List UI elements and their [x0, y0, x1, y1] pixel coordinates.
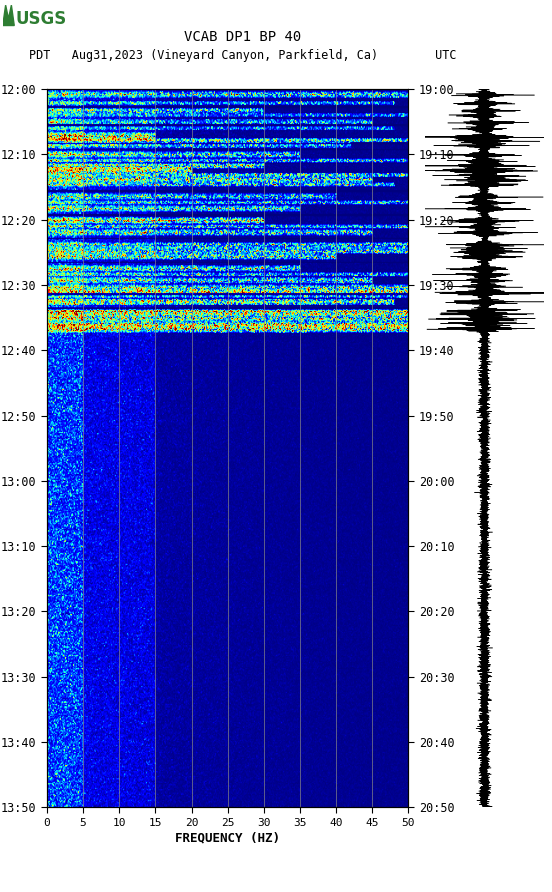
Text: PDT   Aug31,2023 (Vineyard Canyon, Parkfield, Ca)        UTC: PDT Aug31,2023 (Vineyard Canyon, Parkfie… — [29, 49, 457, 62]
X-axis label: FREQUENCY (HZ): FREQUENCY (HZ) — [175, 832, 280, 845]
Polygon shape — [3, 5, 14, 26]
Text: VCAB DP1 BP 40: VCAB DP1 BP 40 — [184, 30, 301, 45]
Text: USGS: USGS — [15, 10, 67, 28]
